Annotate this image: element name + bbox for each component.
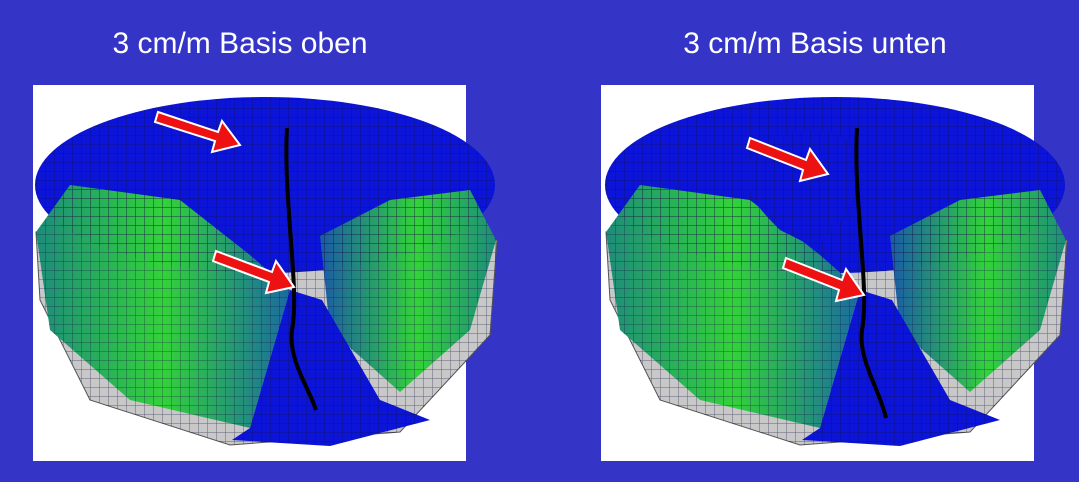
fault-line-left [284,127,318,411]
arrow [153,110,242,154]
panel-title: 3 cm/m Basis unten [683,27,946,60]
panel-title: 3 cm/m Basis oben [112,27,367,60]
arrow [745,136,830,183]
arrow [211,249,296,295]
arrow [781,256,866,303]
fault-line-right [854,127,888,419]
arrows [153,110,866,303]
